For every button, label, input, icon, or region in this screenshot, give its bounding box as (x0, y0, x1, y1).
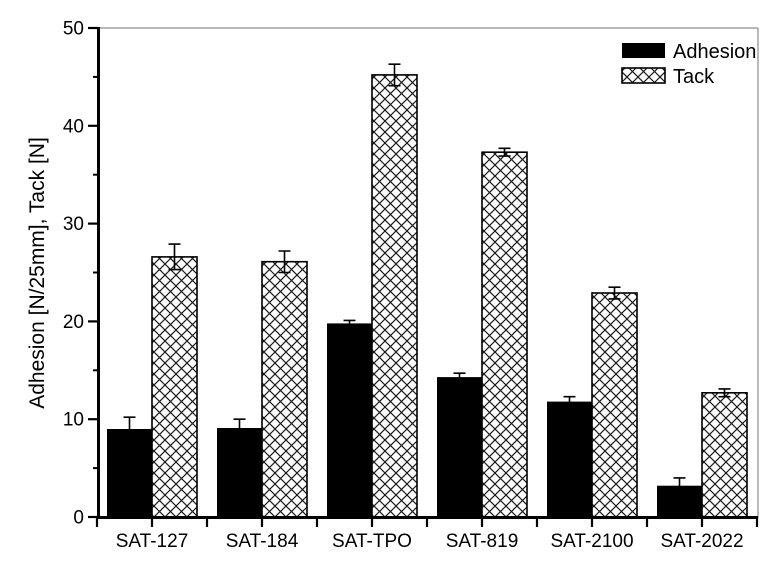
error-bar-tack-SAT-TPO (388, 63, 401, 87)
x-tick-label: SAT-127 (116, 531, 189, 552)
y-tick-label: 10 (63, 410, 84, 431)
bar-tack-SAT-2022 (701, 391, 748, 518)
error-bar-adhesion-SAT-819 (453, 372, 466, 382)
legend: Adhesion Tack (621, 41, 756, 88)
y-axis-title: Adhesion [N/25mm], Tack [N] (26, 137, 49, 409)
error-bar-adhesion-SAT-TPO (343, 319, 356, 328)
bar-tack-SAT-184 (261, 260, 308, 518)
x-tick-label: SAT-819 (446, 531, 519, 552)
x-tick-label: SAT-2100 (550, 531, 633, 552)
error-bar-adhesion-SAT-2100 (563, 395, 576, 408)
error-bar-adhesion-SAT-127 (123, 416, 136, 442)
bar-tack-SAT-127 (151, 256, 198, 518)
legend-swatch-adhesion (622, 43, 665, 58)
error-bar-tack-SAT-127 (168, 243, 181, 271)
bar-adhesion-SAT-819 (437, 377, 482, 517)
x-tick-label: SAT-TPO (332, 531, 412, 552)
y-tick-label: 20 (63, 312, 84, 333)
y-tick-label: 0 (73, 508, 84, 529)
y-tick-label: 50 (63, 19, 84, 40)
legend-label-adhesion: Adhesion (673, 41, 756, 63)
error-bar-tack-SAT-819 (498, 147, 511, 157)
y-tick-label: 40 (63, 116, 84, 137)
bar-adhesion-SAT-184 (217, 428, 262, 517)
bar-tack-SAT-2100 (591, 292, 638, 518)
error-bar-tack-SAT-184 (278, 250, 291, 274)
bar-adhesion-SAT-2100 (547, 401, 592, 517)
legend-label-tack: Tack (673, 66, 715, 88)
bar-tack-SAT-819 (481, 151, 528, 518)
error-bar-tack-SAT-2022 (718, 388, 731, 398)
error-bar-adhesion-SAT-184 (233, 418, 246, 438)
x-tick-label: SAT-2022 (660, 531, 743, 552)
error-bar-adhesion-SAT-2022 (673, 477, 686, 495)
bar-adhesion-SAT-TPO (327, 323, 372, 517)
x-tick-label: SAT-184 (226, 531, 299, 552)
y-tick-label: 30 (63, 214, 84, 235)
legend-swatch-tack (621, 67, 666, 84)
error-bar-tack-SAT-2100 (608, 286, 621, 300)
bar-adhesion-SAT-127 (107, 429, 152, 517)
bar-tack-SAT-TPO (371, 74, 418, 518)
